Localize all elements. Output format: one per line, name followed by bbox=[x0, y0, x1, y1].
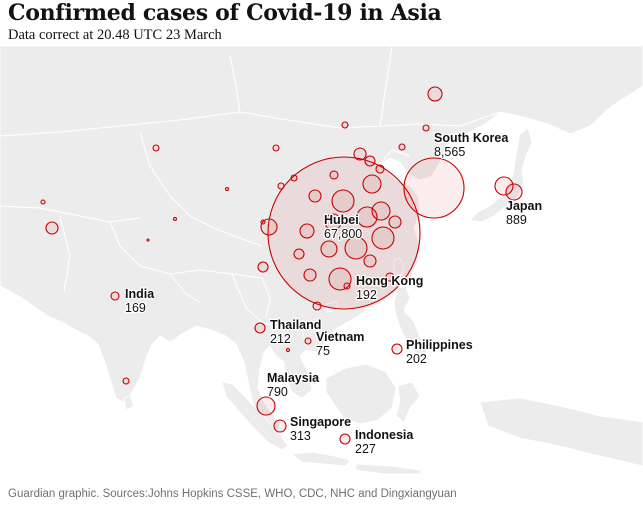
bubble-henan bbox=[362, 174, 382, 194]
java bbox=[290, 451, 351, 467]
sulawesi bbox=[395, 381, 421, 423]
map: South Korea 8,565 Japan 889 Hubei 67,800… bbox=[0, 45, 643, 484]
bubble-laos bbox=[312, 301, 322, 311]
bubble-shanxi bbox=[329, 170, 339, 180]
sumatra bbox=[221, 381, 289, 451]
label-indonesia-name: Indonesia bbox=[355, 428, 414, 442]
asia-map-svg: South Korea 8,565 Japan 889 Hubei 67,800… bbox=[0, 45, 643, 475]
bubble-guangdong bbox=[328, 267, 352, 291]
bubble-sri-lanka bbox=[122, 377, 130, 385]
bubble-shandong bbox=[375, 164, 385, 174]
borders bbox=[0, 45, 501, 347]
bubble-hebei bbox=[353, 147, 367, 161]
label-japan-value: 889 bbox=[506, 213, 527, 227]
label-thailand-name: Thailand bbox=[270, 318, 321, 332]
label-malaysia-name: Malaysia bbox=[267, 371, 320, 385]
label-philippines-value: 202 bbox=[406, 352, 427, 366]
labels: South Korea 8,565 Japan 889 Hubei 67,800… bbox=[124, 130, 544, 458]
bubble-japan-1 bbox=[494, 176, 514, 196]
bubble-korea-north bbox=[427, 86, 443, 102]
chart-title: Confirmed cases of Covid-19 in Asia bbox=[8, 0, 442, 26]
label-thailand-value: 212 bbox=[270, 332, 291, 346]
bubble-philippines bbox=[391, 343, 403, 355]
bubble-shanghai bbox=[388, 215, 402, 229]
bubble-singapore bbox=[273, 419, 287, 433]
bubble-guizhou bbox=[344, 236, 368, 260]
chart-subtitle: Data correct at 20.48 UTC 23 March bbox=[8, 27, 222, 43]
bubble-myanmar bbox=[260, 219, 266, 225]
bubble-shaanxi bbox=[308, 189, 322, 203]
bubble-inner-mongolia bbox=[272, 144, 280, 152]
bubble-hunan bbox=[324, 213, 342, 231]
bubble-taiwan bbox=[257, 261, 269, 273]
bubble-nepal bbox=[146, 238, 150, 242]
bubble-sichuan bbox=[299, 223, 315, 239]
label-hong-kong-name: Hong Kong bbox=[356, 274, 423, 288]
label-singapore-value: 313 bbox=[290, 429, 311, 443]
label-south-korea-name: South Korea bbox=[434, 131, 509, 145]
bubble-hainan bbox=[303, 268, 317, 282]
bubble-jilin bbox=[398, 143, 406, 151]
label-india-name: India bbox=[125, 287, 155, 301]
bubble-yunnan bbox=[363, 254, 377, 268]
bubble-qinghai bbox=[224, 186, 230, 192]
label-india-value: 169 bbox=[125, 301, 146, 315]
bubble-xinjiang bbox=[152, 144, 160, 152]
label-hubei-name: Hubei bbox=[324, 213, 359, 227]
bubble-tianjin bbox=[364, 155, 376, 167]
bubble-fujian bbox=[320, 240, 338, 258]
hainan bbox=[325, 301, 339, 313]
taiwan bbox=[393, 257, 405, 281]
bubble-india bbox=[110, 291, 120, 301]
bubble-anhui bbox=[331, 189, 355, 213]
bubble-beijing bbox=[341, 121, 349, 129]
bubble-kazakhstan bbox=[40, 199, 46, 205]
label-south-korea-value: 8,565 bbox=[434, 145, 465, 159]
sri-lanka bbox=[123, 395, 135, 411]
bubble-malaysia bbox=[256, 396, 276, 416]
case-bubbles bbox=[40, 86, 523, 445]
papua bbox=[479, 397, 643, 467]
bubble-thailand bbox=[254, 322, 266, 334]
source-footnote: Guardian graphic. Sources:Johns Hopkins … bbox=[8, 488, 457, 500]
label-indonesia-value: 227 bbox=[355, 442, 376, 456]
label-japan-name: Japan bbox=[506, 199, 542, 213]
label-philippines-name: Philippines bbox=[406, 338, 473, 352]
philippines bbox=[393, 285, 429, 359]
bubble-japan-2 bbox=[505, 183, 523, 201]
bubble-jiangxi bbox=[371, 226, 395, 250]
label-hubei-value: 67,800 bbox=[324, 227, 362, 241]
land bbox=[0, 45, 643, 475]
bubble-guangxi bbox=[293, 248, 305, 260]
label-hong-kong-value: 192 bbox=[356, 288, 377, 302]
bubble-cambodia bbox=[285, 347, 291, 353]
bubble-macau bbox=[343, 282, 351, 290]
bubble-tibet bbox=[172, 216, 178, 222]
bubble-zhejiang bbox=[356, 206, 378, 228]
label-vietnam-value: 75 bbox=[316, 344, 330, 358]
borneo bbox=[325, 363, 397, 425]
bubble-south-korea bbox=[403, 157, 465, 219]
bubble-pakistan bbox=[45, 221, 59, 235]
bubble-indonesia bbox=[339, 433, 351, 445]
bubble-hong-kong bbox=[385, 272, 395, 282]
label-singapore-name: Singapore bbox=[290, 415, 351, 429]
lesser-sunda bbox=[355, 463, 421, 475]
japan bbox=[469, 127, 533, 223]
label-malaysia-value: 790 bbox=[267, 385, 288, 399]
bubble-ningxia bbox=[277, 182, 285, 190]
label-vietnam-name: Vietnam bbox=[316, 330, 364, 344]
bubble-gansu bbox=[290, 174, 298, 182]
bubble-vietnam bbox=[304, 337, 312, 345]
bubble-heilongjiang bbox=[422, 124, 430, 132]
